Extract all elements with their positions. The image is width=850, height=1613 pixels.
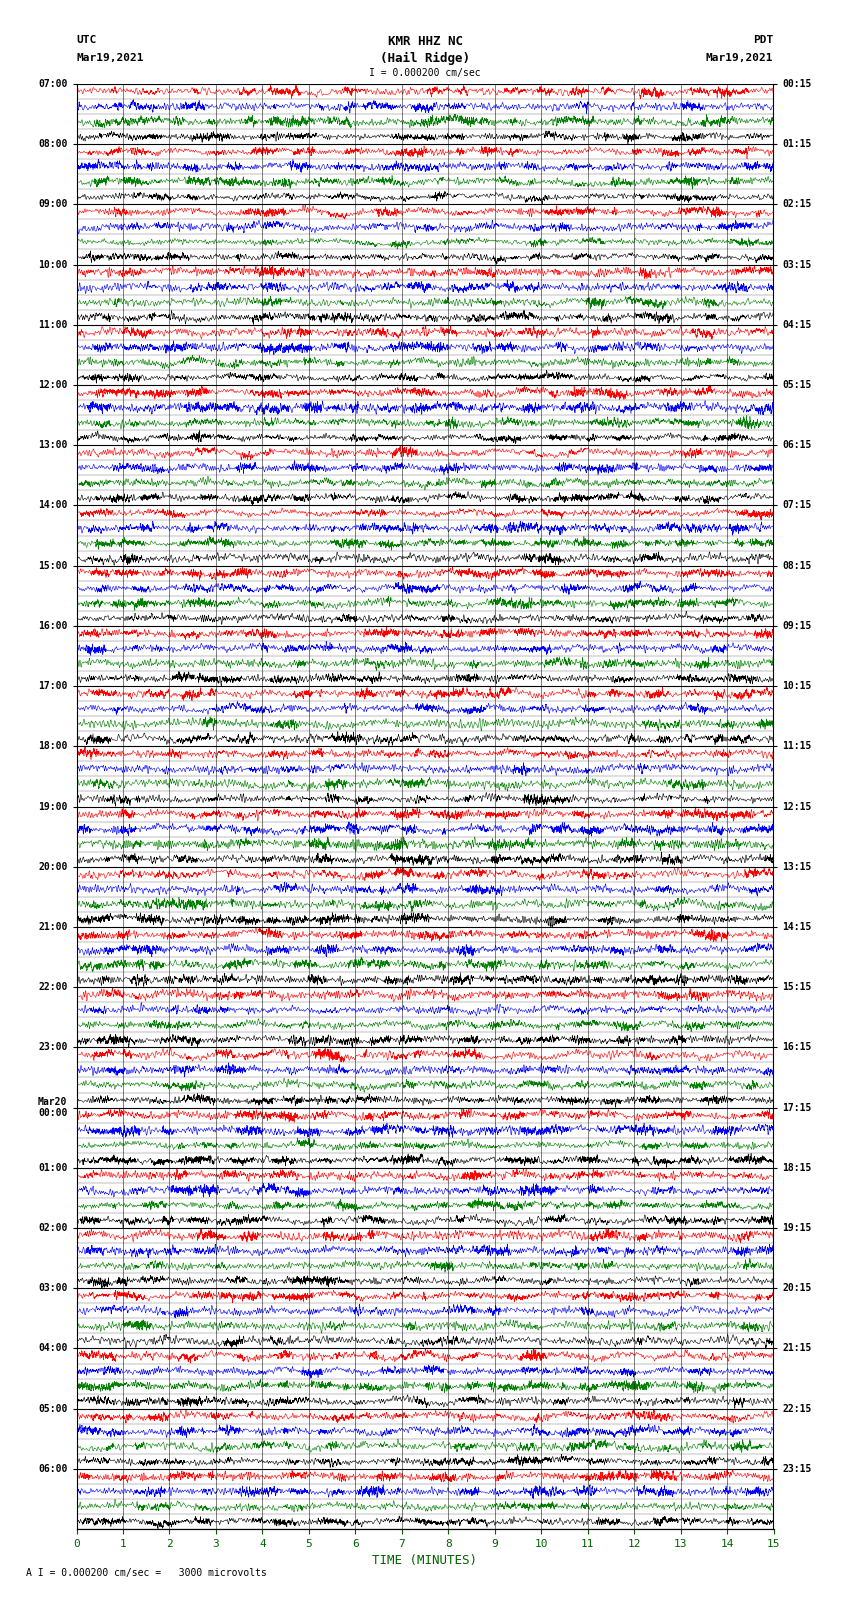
Text: Mar19,2021: Mar19,2021 — [706, 53, 774, 63]
Text: I = 0.000200 cm/sec: I = 0.000200 cm/sec — [369, 68, 481, 77]
Text: A I = 0.000200 cm/sec =   3000 microvolts: A I = 0.000200 cm/sec = 3000 microvolts — [26, 1568, 266, 1578]
Text: KMR HHZ NC: KMR HHZ NC — [388, 35, 462, 48]
Text: Mar19,2021: Mar19,2021 — [76, 53, 144, 63]
Text: (Hail Ridge): (Hail Ridge) — [380, 52, 470, 65]
Text: UTC: UTC — [76, 35, 97, 45]
X-axis label: TIME (MINUTES): TIME (MINUTES) — [372, 1555, 478, 1568]
Text: PDT: PDT — [753, 35, 774, 45]
